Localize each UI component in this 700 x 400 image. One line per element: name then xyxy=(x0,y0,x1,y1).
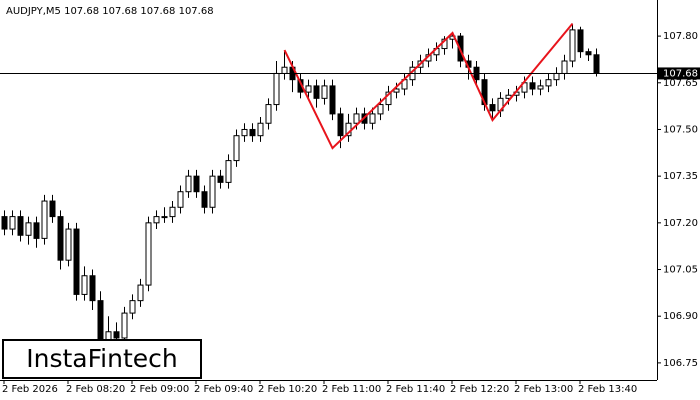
current-price-box xyxy=(658,67,700,80)
candle-body xyxy=(385,91,392,106)
candle-body xyxy=(217,175,224,183)
candle-body xyxy=(177,191,184,208)
y-tick-label: 106.75 xyxy=(663,358,698,369)
x-tick-label: 2 Feb 13:40 xyxy=(578,384,637,395)
candle-body xyxy=(121,312,128,339)
y-tick-label: 107.20 xyxy=(663,218,698,229)
x-tick-label: 2 Feb 11:40 xyxy=(386,384,445,395)
candle-body xyxy=(393,88,400,93)
candle-body xyxy=(169,206,176,218)
candle-body xyxy=(145,222,152,286)
candle-body xyxy=(257,122,264,137)
candle-body xyxy=(377,104,384,115)
x-tick-label: 2 Feb 11:00 xyxy=(322,384,381,395)
logo-box xyxy=(2,339,202,379)
candle-body xyxy=(89,275,96,302)
candle-body xyxy=(529,82,536,90)
candle-body xyxy=(553,72,560,81)
pattern-line xyxy=(283,23,574,150)
candle-body xyxy=(209,175,216,208)
candle-body xyxy=(57,216,64,261)
x-tick-label: 2 Feb 13:00 xyxy=(514,384,573,395)
candle-body xyxy=(185,175,192,193)
candle-body xyxy=(561,60,568,74)
logo-text: InstaFintech xyxy=(26,344,178,373)
candle-body xyxy=(25,222,32,236)
candle-body xyxy=(65,228,72,261)
candle-body xyxy=(585,51,592,56)
candle-body xyxy=(249,128,256,137)
candle-body xyxy=(241,128,248,137)
candle-body xyxy=(369,113,376,124)
y-tick-label: 106.90 xyxy=(663,311,698,322)
candle-body xyxy=(161,216,168,219)
candle-body xyxy=(329,85,336,115)
candle-body xyxy=(41,200,48,239)
candle-body xyxy=(281,66,288,74)
candle-body xyxy=(353,113,360,124)
candle-body xyxy=(577,29,584,53)
y-tick-label: 107.50 xyxy=(663,124,698,135)
candle-body xyxy=(129,300,136,314)
candle-body xyxy=(33,222,40,239)
candle-body xyxy=(201,191,208,208)
x-tick-label: 2 Feb 09:40 xyxy=(194,384,253,395)
candle-body xyxy=(273,72,280,106)
candle-body xyxy=(545,79,552,87)
candle-body xyxy=(313,85,320,99)
candle-body xyxy=(321,85,328,99)
candle-body xyxy=(569,29,576,62)
candle-body xyxy=(81,275,88,295)
x-tick-label: 2 Feb 08:20 xyxy=(66,384,125,395)
candle-body xyxy=(265,104,272,124)
x-tick-label: 2 Feb 12:20 xyxy=(450,384,509,395)
candle-body xyxy=(233,135,240,162)
candle-body xyxy=(9,216,16,230)
candle-body xyxy=(17,216,24,236)
candle-body xyxy=(113,331,120,339)
candle-body xyxy=(305,85,312,93)
x-tick-label: 2 Feb 2026 xyxy=(2,384,58,395)
y-tick-label: 107.05 xyxy=(663,265,698,276)
candle-body xyxy=(1,216,8,230)
x-tick-label: 2 Feb 09:00 xyxy=(130,384,189,395)
candle-body xyxy=(193,175,200,193)
current-price-label: 107.68 xyxy=(663,68,698,79)
candle-body xyxy=(489,104,496,112)
candle-body xyxy=(537,85,544,90)
candle-body xyxy=(337,113,344,137)
candle-body xyxy=(153,216,160,224)
x-tick-label: 2 Feb 10:20 xyxy=(258,384,317,395)
y-tick-label: 107.80 xyxy=(663,31,698,42)
y-tick-label: 107.35 xyxy=(663,171,698,182)
candle-body xyxy=(225,160,232,183)
y-tick-label: 107.65 xyxy=(663,78,698,89)
candle-body xyxy=(137,284,144,302)
candle-body xyxy=(49,200,56,218)
candle-body xyxy=(73,228,80,295)
chart-title: AUDJPY,M5 107.68 107.68 107.68 107.68 xyxy=(6,6,214,17)
candle-body xyxy=(593,54,600,74)
